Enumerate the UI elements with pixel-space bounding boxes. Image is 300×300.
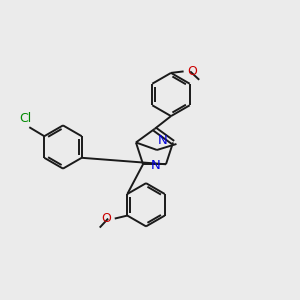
- Text: Cl: Cl: [19, 112, 32, 125]
- Text: N: N: [158, 134, 168, 147]
- Text: O: O: [101, 212, 111, 225]
- Text: N: N: [151, 159, 160, 172]
- Text: O: O: [187, 65, 197, 78]
